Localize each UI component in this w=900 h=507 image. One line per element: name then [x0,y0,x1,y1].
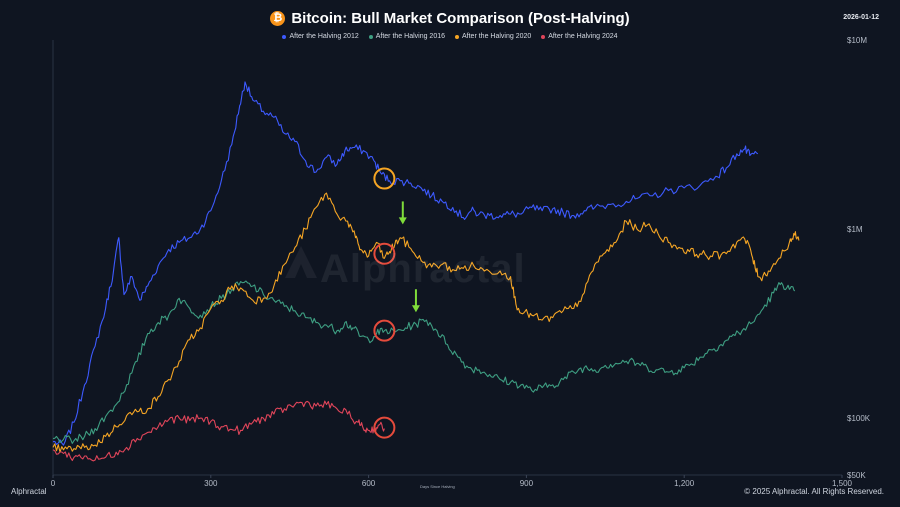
x-tick-label: 0 [51,479,56,488]
x-tick-label: 1,200 [674,479,695,488]
series-line-4 [52,400,385,462]
legend-label: After the Halving 2012 [289,33,359,40]
legend-item[interactable]: After the Halving 2020 [455,33,531,40]
y-tick-label: $50K [847,471,866,480]
legend-dot-icon [455,34,459,39]
y-tick-label: $1M [847,225,863,234]
brand-name: Alphractal [11,487,47,496]
legend-dot-icon [282,34,287,39]
series-line-3 [52,192,800,453]
x-tick-label: 900 [520,479,534,488]
series-line-1 [52,81,759,446]
legend-label: After the Halving 2024 [548,33,618,40]
x-tick-label: 300 [204,479,218,488]
highlight-circle [373,242,396,265]
chart-legend: After the Halving 2012 After the Halving … [0,33,900,40]
y-tick-label: $100K [847,414,871,423]
legend-label: After the Halving 2020 [462,33,532,40]
legend-item[interactable]: After the Halving 2012 [282,33,359,40]
chart-header: ₿ Bitcoin: Bull Market Comparison (Post-… [0,6,900,30]
chart-date: 2026-01-12 [843,14,879,21]
watermark-text: Alphractal [320,247,526,291]
highlight-circle [373,167,396,190]
alphractal-logo-watermark [283,244,319,285]
chart-title: Bitcoin: Bull Market Comparison (Post-Ha… [291,9,630,27]
legend-item[interactable]: After the Halving 2024 [541,33,618,40]
legend-dot-icon [541,34,546,39]
down-arrow-icon [398,217,407,225]
highlight-circle [373,416,396,439]
x-tick-label: 600 [362,479,376,488]
legend-item[interactable]: After the Halving 2016 [368,33,445,40]
series-line-2 [52,280,796,444]
copyright-notice: © 2025 Alphractal. All Rights Reserved. [744,487,884,496]
x-tick-label: 1,500 [832,479,853,488]
y-tick-label: $10M [847,36,867,45]
legend-dot-icon [368,34,373,39]
bitcoin-icon: ₿ [270,10,286,26]
down-arrow-icon [411,305,420,313]
legend-label: After the Halving 2016 [375,33,445,40]
highlight-circle [373,319,396,342]
x-axis-label: Days Since Halving [420,484,455,489]
